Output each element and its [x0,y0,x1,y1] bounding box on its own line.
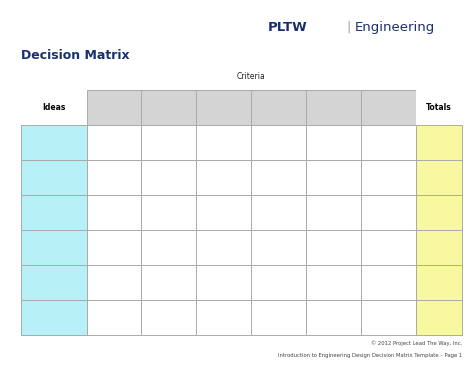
Bar [141,230,196,265]
Bar [306,230,361,265]
Bar [361,230,416,265]
Bar [196,195,251,230]
Text: Engineering: Engineering [355,21,435,34]
Bar [196,300,251,335]
Bar [87,230,141,265]
Bar [87,265,141,300]
Bar [306,90,361,125]
Bar [21,230,87,265]
Bar [21,195,87,230]
Text: © 2012 Project Lead The Way, Inc.: © 2012 Project Lead The Way, Inc. [371,340,462,346]
Bar [361,265,416,300]
Bar [416,160,462,195]
Bar [361,300,416,335]
Bar [196,160,251,195]
Bar [416,90,462,125]
Bar [196,90,251,125]
Bar [416,195,462,230]
Bar [141,300,196,335]
Bar [361,125,416,160]
Bar [251,90,306,125]
Bar [141,265,196,300]
Bar [251,125,306,160]
Bar [87,90,141,125]
Bar [141,125,196,160]
Bar [21,300,87,335]
Text: Ideas: Ideas [42,103,65,112]
Bar [416,230,462,265]
Bar [306,300,361,335]
Bar [251,300,306,335]
Bar [416,265,462,300]
Bar [306,160,361,195]
Bar [251,195,306,230]
Bar [141,90,196,125]
Bar [141,160,196,195]
Bar [21,160,87,195]
Bar [361,195,416,230]
Bar [416,300,462,335]
Bar [21,125,87,160]
Text: PLTW: PLTW [268,21,308,34]
Bar [196,125,251,160]
Bar [251,265,306,300]
Bar [87,195,141,230]
Text: Decision Matrix: Decision Matrix [21,49,130,62]
Bar [306,125,361,160]
Bar [87,125,141,160]
Bar [196,230,251,265]
Bar [196,265,251,300]
Bar [251,160,306,195]
Bar [361,160,416,195]
Bar [141,195,196,230]
Bar [361,90,416,125]
Text: Totals: Totals [426,103,452,112]
Bar [87,300,141,335]
Bar [416,125,462,160]
Bar [21,265,87,300]
Text: |: | [346,21,351,34]
Bar [21,90,87,125]
Bar [306,265,361,300]
Bar [306,195,361,230]
Text: Introduction to Engineering Design Decision Matrix Template – Page 1: Introduction to Engineering Design Decis… [278,353,462,358]
Bar [87,160,141,195]
Text: Criteria: Criteria [237,71,265,81]
Bar [251,230,306,265]
